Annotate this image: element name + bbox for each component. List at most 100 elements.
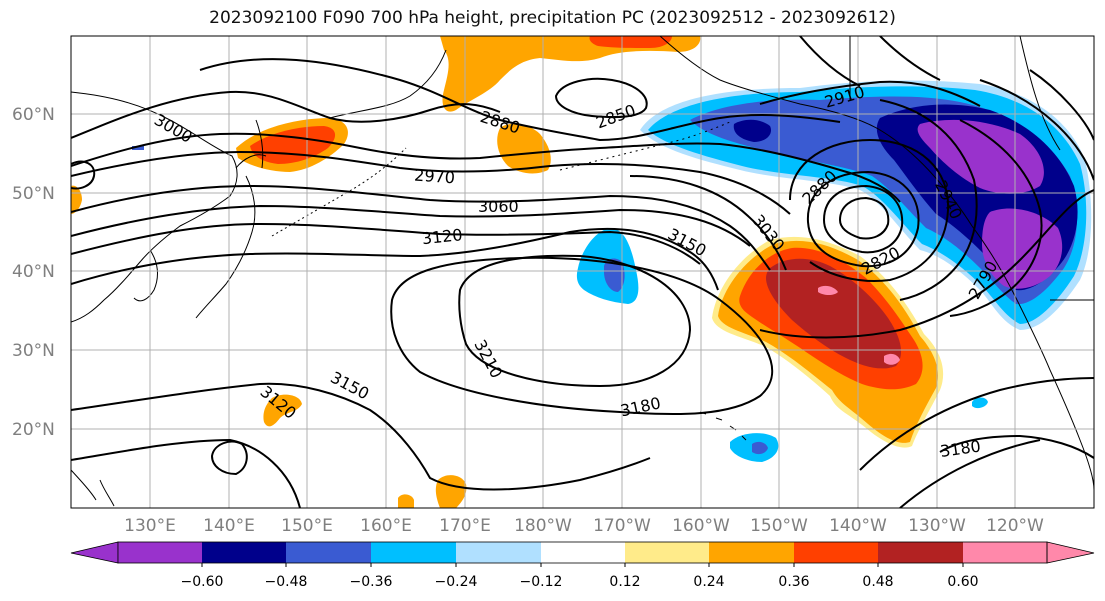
contour-2790 (949, 119, 1043, 317)
contour-low-ring2 (822, 184, 904, 254)
colorbar-tick-label: −0.60 (181, 574, 224, 590)
lon-label: 160°W (672, 516, 730, 536)
lon-label: 140°W (829, 516, 887, 536)
colorbar-cell (456, 542, 541, 563)
colorbar-extend-low (70, 541, 119, 564)
contour-3150-south (71, 382, 651, 491)
contour-west-small (71, 160, 96, 190)
contour-2970-upper (71, 132, 901, 203)
lat-label: 60°N (12, 105, 55, 125)
colorbar-cell (963, 542, 1047, 563)
contour-2880 (199, 58, 841, 142)
contour-alaska-north2 (879, 36, 941, 81)
coast-asia (71, 91, 238, 323)
coast-alaska (659, 36, 973, 227)
lon-label: 150°W (750, 516, 808, 536)
colorbar-tick-label: −0.12 (520, 574, 563, 590)
colorbar-tick-label: 0.24 (693, 574, 724, 590)
lat-label: 30°N (12, 341, 55, 361)
map-title: 2023092100 F090 700 hPa height, precipit… (209, 8, 896, 28)
latitude-labels: 60°N 50°N 40°N 30°N 20°N (12, 105, 55, 440)
colorbar-cell (541, 542, 625, 563)
colorbar: −0.60 −0.48 −0.36 −0.24 −0.12 0.12 0.24 0.36 0.4… (70, 541, 1095, 590)
colorbar-tick-label: 0.36 (778, 574, 809, 590)
contour-2850 (554, 77, 648, 118)
colorbar-cell (794, 542, 878, 563)
contour-2880-east (789, 138, 950, 283)
contour-alaska-north (799, 36, 861, 87)
colorbar-cell (202, 542, 286, 563)
contour-east-south (859, 377, 1094, 471)
coast-korea (133, 249, 158, 302)
coast-aleutians (559, 121, 731, 171)
contour-3180-east (939, 434, 1094, 459)
colorbar-cell (709, 542, 794, 563)
contour-low-ring3 (806, 170, 920, 268)
precip-region-bering-orange (440, 36, 701, 112)
colorbar-cell (118, 542, 202, 563)
colorbar-cell (286, 542, 371, 563)
lon-label: 160°E (360, 516, 412, 536)
colorbar-tick-label: −0.36 (350, 574, 393, 590)
contour-east-outer2 (1029, 69, 1094, 141)
contour-mid-a (71, 204, 751, 247)
contour-2940 (879, 99, 978, 301)
colorbar-cell (878, 542, 963, 563)
contour-south-ring (210, 440, 248, 476)
lat-label: 40°N (12, 262, 55, 282)
contour-label: 2970 (414, 165, 456, 187)
contour-3180 (390, 256, 774, 416)
coast-japan (195, 154, 267, 319)
precip-region-south-orange1 (263, 394, 302, 427)
precip-region-east-pink1 (818, 285, 838, 295)
contour-east-south2 (899, 439, 1041, 508)
precip-region-east-darkred (766, 258, 902, 369)
contour-east-outer (979, 79, 1094, 181)
contour-3150 (71, 227, 719, 291)
colorbar-cell (625, 542, 709, 563)
map-frame (70, 35, 1095, 509)
precip-region-blue-dot (972, 397, 988, 409)
lon-label: 140°E (203, 516, 255, 536)
precip-region-south-orange3 (398, 494, 414, 508)
precip-region-kamchatka-orange (497, 123, 551, 174)
precip-region-central-mid (604, 258, 625, 292)
colorbar-extend-high (1046, 541, 1095, 564)
lon-label: 180°W (514, 516, 572, 536)
colorbar-tick-label: 0.60 (947, 574, 978, 590)
coast-kamchatka (329, 49, 447, 119)
colorbar-cell (371, 542, 456, 563)
contour-3210 (458, 254, 692, 388)
colorbar-tick-label: −0.24 (435, 574, 478, 590)
lon-label: 150°E (281, 516, 333, 536)
coastlines (71, 36, 1094, 507)
precip-region-alaska-blip (733, 119, 772, 142)
contour-label: 3060 (478, 197, 519, 216)
contour-3030 (629, 175, 787, 271)
longitude-labels: 130°E 140°E 150°E 160°E 170°E 180°W 170°… (124, 516, 1044, 536)
coast-philippines (71, 469, 115, 507)
contour-3060 (71, 184, 771, 271)
contour-label: 3120 (421, 225, 463, 248)
height-contours (71, 36, 1094, 508)
lon-label: 170°W (593, 516, 651, 536)
contour-3000 (71, 90, 501, 139)
contour-3120 (71, 222, 701, 265)
contour-low-ring1 (838, 196, 890, 240)
coast-sakhalin (255, 119, 264, 169)
precip-region-east-pink2 (884, 353, 900, 365)
colorbar-frame (117, 541, 1048, 564)
lon-label: 130°W (908, 516, 966, 536)
precip-region-hawaii-mid (752, 441, 768, 455)
precip-region-bering-red (589, 36, 672, 48)
contour-2970 (71, 150, 791, 215)
lon-label: 130°E (124, 516, 176, 536)
lat-label: 20°N (12, 420, 55, 440)
contour-3120-south (71, 438, 301, 508)
coast-canada-borders (849, 36, 1094, 301)
colorbar-tick-label: 0.48 (862, 574, 893, 590)
lon-label: 120°W (986, 516, 1044, 536)
contour-east-lower (759, 189, 1094, 339)
lat-label: 50°N (12, 184, 55, 204)
